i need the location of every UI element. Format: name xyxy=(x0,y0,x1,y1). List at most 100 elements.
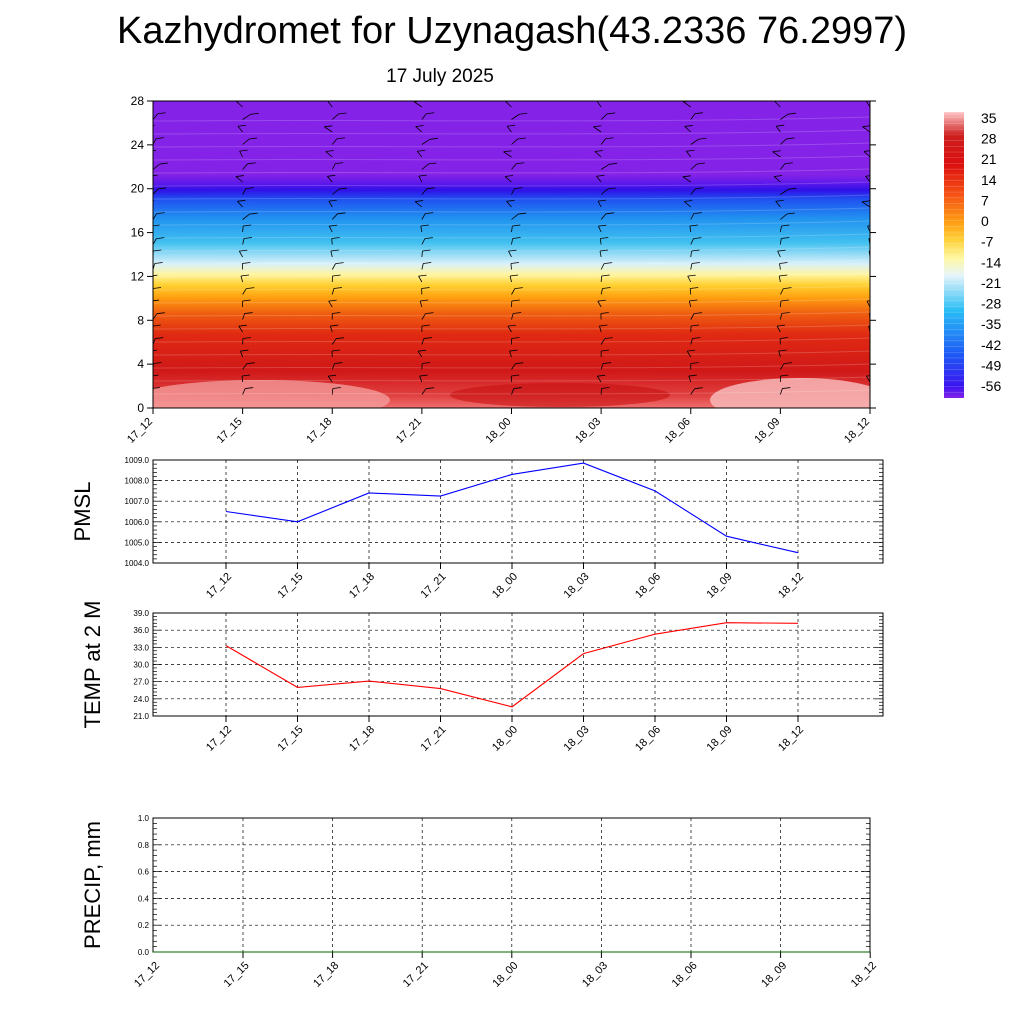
wind-barb xyxy=(506,201,512,208)
wind-barb-flag xyxy=(691,262,700,264)
wind-barb xyxy=(327,101,333,108)
heat-ytick-label: 0 xyxy=(137,401,144,415)
heat-ytick-label: 4 xyxy=(137,357,144,371)
wind-barb xyxy=(511,388,515,395)
xtick-label: 17_12 xyxy=(204,724,234,754)
wind-barb xyxy=(509,350,512,358)
wind-barb-flag xyxy=(609,162,618,165)
wind-barb-flag xyxy=(690,362,699,364)
ytick-label: 1009.0 xyxy=(125,456,150,465)
contour-line xyxy=(153,272,870,278)
wind-barb-flag xyxy=(511,337,520,339)
wind-barb-flag xyxy=(875,213,883,214)
colorbar-label: 35 xyxy=(981,110,997,126)
wind-barb xyxy=(687,275,692,283)
warm-lobe-right xyxy=(710,378,870,408)
wind-barb xyxy=(600,188,608,195)
wind-barb-flag xyxy=(415,125,424,127)
wind-barb xyxy=(778,350,781,358)
wind-barb-flag xyxy=(249,137,258,140)
wind-barb xyxy=(599,238,602,245)
wind-barb xyxy=(780,163,786,170)
wind-barb xyxy=(596,176,602,183)
precip-panel: 0.0 0.2 0.4 0.6 0.8 1.0 17_12 17_15 17_18 17_21 18… xyxy=(80,814,879,990)
wind-barb-flag xyxy=(694,387,703,390)
wind-barb-flag xyxy=(686,149,695,152)
xtick-label: 18_03 xyxy=(562,571,592,601)
wind-barb-flag xyxy=(870,350,878,351)
xtick-label: 17_15 xyxy=(222,960,252,990)
wind-barb xyxy=(594,151,602,158)
wind-barb xyxy=(324,126,333,133)
contour-line xyxy=(153,168,870,174)
contour-line xyxy=(153,337,870,343)
wind-barb-flag xyxy=(332,387,341,389)
wind-barb xyxy=(239,150,243,158)
ytick-label: 1008.0 xyxy=(125,477,150,486)
wind-barb xyxy=(153,206,154,207)
wind-barb-flag xyxy=(600,237,609,239)
xtick-label: 18_06 xyxy=(633,571,663,601)
ytick-label: 1.0 xyxy=(138,814,150,823)
wind-barb-flag xyxy=(778,349,787,352)
wind-barb-flag xyxy=(695,187,704,190)
wind-barb-flag xyxy=(336,337,345,340)
wind-barb-flag xyxy=(336,137,345,140)
wind-barb-flag xyxy=(694,112,703,115)
wind-barb xyxy=(331,188,340,195)
contour-line xyxy=(153,233,870,239)
wind-barb-flag xyxy=(424,237,433,240)
wind-barb xyxy=(600,213,607,220)
wind-barb-flag xyxy=(157,112,166,115)
wind-barb-flag xyxy=(780,374,789,377)
wind-barb-flag xyxy=(519,112,528,115)
xtick-label: 18_09 xyxy=(759,960,789,990)
wind-barb xyxy=(869,169,870,170)
wind-barb xyxy=(327,375,333,383)
wind-barb-flag xyxy=(784,162,793,165)
wind-barb-flag xyxy=(156,137,165,140)
colorbar-label: 7 xyxy=(981,192,989,208)
wind-barb xyxy=(511,163,517,170)
wind-barb xyxy=(153,188,159,195)
wind-barb xyxy=(862,126,870,133)
wind-barb xyxy=(869,218,870,220)
xtick-label: 18_12 xyxy=(849,960,879,990)
heat-ytick-label: 28 xyxy=(131,94,145,108)
wind-barb-flag xyxy=(156,312,165,315)
wind-barb-flag xyxy=(153,224,160,227)
wind-barb xyxy=(421,263,424,270)
wind-barb-flag xyxy=(688,374,697,377)
wind-barb xyxy=(240,350,243,358)
wind-barb-flag xyxy=(690,287,699,289)
wind-barb-flag xyxy=(153,174,158,177)
wind-barb-flag xyxy=(425,212,434,215)
contour-line xyxy=(153,389,870,395)
wind-barb-flag xyxy=(239,249,248,252)
wind-barb-flag xyxy=(243,224,252,227)
wind-barb xyxy=(599,325,602,333)
wind-barb-flag xyxy=(324,125,333,128)
wind-barb xyxy=(506,125,512,133)
heat-xtick-label: 17_15 xyxy=(215,416,245,446)
wind-barb-flag xyxy=(515,362,524,365)
wind-barb xyxy=(418,175,423,183)
wind-barb-flag xyxy=(330,249,339,252)
wind-barb-flag xyxy=(328,374,337,377)
wind-barb xyxy=(690,238,694,245)
wind-barb xyxy=(689,225,692,233)
wind-barb xyxy=(780,288,784,295)
wind-barb-flag xyxy=(786,137,795,140)
wind-barb-flag xyxy=(330,324,339,327)
wind-barb-flag xyxy=(869,388,870,389)
wind-barb-flag xyxy=(332,274,341,277)
wind-barb-flag xyxy=(153,299,160,302)
xtick-label: 18_12 xyxy=(776,571,806,601)
wind-barb xyxy=(421,238,426,245)
xtick-label: 18_00 xyxy=(490,724,520,754)
wind-barb-flag xyxy=(237,199,246,202)
colorbar-label: -21 xyxy=(981,275,1001,291)
wind-barb xyxy=(238,250,243,258)
wind-barb xyxy=(511,313,514,320)
wind-barb xyxy=(415,126,423,133)
